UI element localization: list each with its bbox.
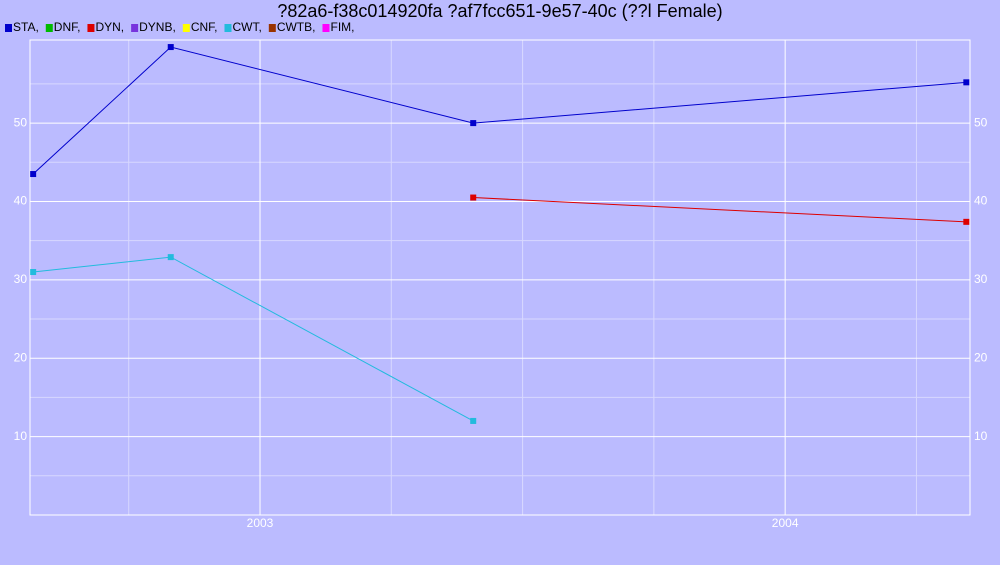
legend-label: FIM, xyxy=(330,20,354,34)
legend-swatch xyxy=(131,24,139,32)
series-line xyxy=(473,197,967,223)
y-tick-label: 30 xyxy=(14,272,28,286)
legend-label: CNF, xyxy=(191,20,218,34)
y-tick-label: 20 xyxy=(14,350,28,364)
y2-tick-label: 10 xyxy=(974,429,988,443)
data-point xyxy=(470,417,477,424)
data-point xyxy=(963,79,970,86)
y-tick-label: 50 xyxy=(14,115,28,129)
y2-tick-label: 20 xyxy=(974,350,988,364)
legend-swatch xyxy=(322,24,330,32)
legend-swatch xyxy=(87,24,95,32)
series-line xyxy=(32,46,967,175)
y2-tick-label: 40 xyxy=(974,194,988,208)
legend-swatch xyxy=(182,24,190,32)
data-point xyxy=(167,44,174,51)
legend-label: DYNB, xyxy=(139,20,176,34)
legend-label: CWTB, xyxy=(277,20,316,34)
y2-tick-label: 50 xyxy=(974,115,988,129)
data-point xyxy=(963,218,970,225)
y-tick-label: 40 xyxy=(14,194,28,208)
legend-swatch xyxy=(268,24,276,32)
data-point xyxy=(30,269,37,276)
data-point xyxy=(470,120,477,127)
legend-label: DNF, xyxy=(54,20,81,34)
y2-tick-label: 30 xyxy=(974,272,988,286)
data-point xyxy=(30,171,37,178)
data-point xyxy=(167,254,174,261)
legend-swatch xyxy=(224,24,232,32)
legend-label: STA, xyxy=(13,20,39,34)
x-tick-label: 2004 xyxy=(772,516,799,530)
legend-label: CWT, xyxy=(232,20,261,34)
plot-frame xyxy=(29,39,971,516)
y-tick-label: 10 xyxy=(14,429,28,443)
legend-swatch xyxy=(5,24,12,32)
legend-label: DYN, xyxy=(95,20,124,34)
data-point xyxy=(470,194,477,201)
x-tick-label: 2003 xyxy=(247,516,274,530)
legend-swatch xyxy=(45,24,53,32)
chart-title: ?82a6-f38c014920fa ?af7fcc651-9e57-40c (… xyxy=(277,1,722,21)
